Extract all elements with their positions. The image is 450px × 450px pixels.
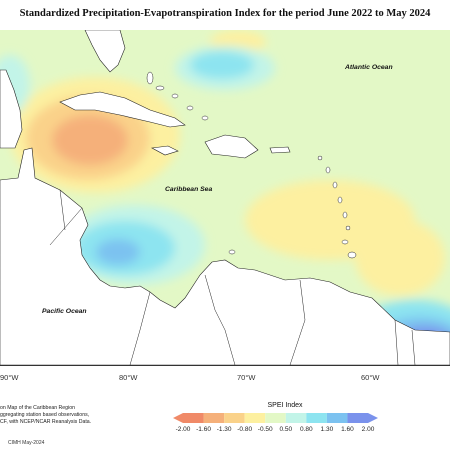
legend-colorbar xyxy=(173,413,378,423)
legend-label: -1.30 xyxy=(216,426,232,433)
legend-title: SPEI Index xyxy=(267,402,303,409)
caribbean-sea-label: Caribbean Sea xyxy=(165,186,213,193)
spei-map: Atlantic Ocean Caribbean Sea Pacific Oce… xyxy=(0,30,450,366)
puerto-rico-land xyxy=(269,146,291,154)
florida-land xyxy=(84,30,126,73)
small-islands xyxy=(146,71,357,259)
hispaniola-land xyxy=(204,134,259,159)
legend-label: -0.80 xyxy=(237,426,253,433)
legend-swatch xyxy=(203,413,225,423)
lon-tick-80w: 80°W xyxy=(119,373,138,382)
legend-label: 0.50 xyxy=(279,426,293,433)
legend-swatch xyxy=(306,413,327,423)
lon-tick-90w: 90°W xyxy=(0,373,19,382)
legend-label: -0.50 xyxy=(257,426,273,433)
legend-label: 2.00 xyxy=(361,426,375,433)
atlantic-ocean-label: Atlantic Ocean xyxy=(345,64,393,71)
legend-label: 1.30 xyxy=(320,426,334,433)
legend-swatch xyxy=(285,413,307,423)
legend-swatch xyxy=(244,413,266,423)
jamaica-land xyxy=(151,145,179,156)
pacific-ocean-label: Pacific Ocean xyxy=(42,308,87,315)
legend-label: 1.60 xyxy=(341,426,354,433)
yucatan-land xyxy=(0,69,23,149)
country-borders xyxy=(49,189,416,365)
cuba-land xyxy=(59,91,186,128)
note-line: on Map of the Caribbean Region xyxy=(0,405,75,411)
legend-label: -2.00 xyxy=(175,426,191,433)
legend-label: 0.80 xyxy=(300,426,313,433)
legend-label: -1.60 xyxy=(196,426,211,433)
note-line: ggregating station based observations, xyxy=(0,412,90,418)
legend-swatch xyxy=(173,413,204,423)
legend-swatch xyxy=(265,413,286,423)
legend-swatch xyxy=(224,413,245,423)
legend-swatch xyxy=(326,413,348,423)
data-source-note: on Map of the Caribbean Region ggregatin… xyxy=(0,405,140,426)
map-title: Standardized Precipitation-Evapotranspir… xyxy=(19,8,431,19)
central-america-land xyxy=(0,147,450,365)
note-line: CF, with NCEP/NCAR Reanalysis Data. xyxy=(0,419,92,425)
credit-label: CIMH May-2024 xyxy=(8,440,45,446)
legend-swatch xyxy=(347,413,378,423)
lon-tick-60w: 60°W xyxy=(361,373,380,382)
lon-tick-70w: 70°W xyxy=(237,373,256,382)
